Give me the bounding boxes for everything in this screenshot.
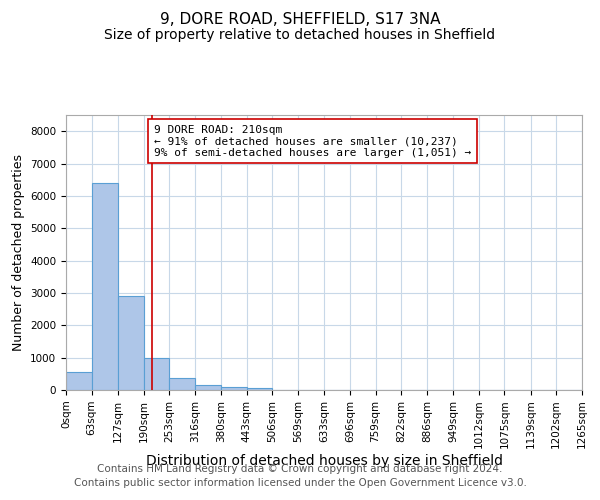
Bar xyxy=(195,385,221,390)
Text: 9, DORE ROAD, SHEFFIELD, S17 3NA: 9, DORE ROAD, SHEFFIELD, S17 3NA xyxy=(160,12,440,28)
Text: Size of property relative to detached houses in Sheffield: Size of property relative to detached ho… xyxy=(104,28,496,42)
Bar xyxy=(169,378,195,390)
Bar xyxy=(143,358,169,390)
Text: Contains HM Land Registry data © Crown copyright and database right 2024.
Contai: Contains HM Land Registry data © Crown c… xyxy=(74,464,526,487)
Text: 9 DORE ROAD: 210sqm
← 91% of detached houses are smaller (10,237)
9% of semi-det: 9 DORE ROAD: 210sqm ← 91% of detached ho… xyxy=(154,124,471,158)
X-axis label: Distribution of detached houses by size in Sheffield: Distribution of detached houses by size … xyxy=(146,454,503,468)
Bar xyxy=(118,296,143,390)
Bar xyxy=(221,387,247,390)
Bar xyxy=(66,372,92,390)
Bar xyxy=(92,183,118,390)
Bar xyxy=(247,388,272,390)
Y-axis label: Number of detached properties: Number of detached properties xyxy=(11,154,25,351)
